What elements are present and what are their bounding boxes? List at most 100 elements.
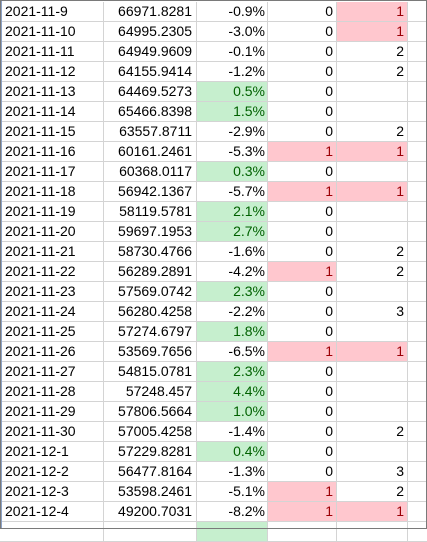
flag-cell[interactable]: 0 xyxy=(268,462,337,482)
percent-change-cell[interactable]: 1.8% xyxy=(197,322,268,342)
flag-cell[interactable]: 0 xyxy=(268,162,337,182)
flag-cell[interactable]: 0 xyxy=(268,202,337,222)
empty-cell[interactable] xyxy=(408,362,427,382)
date-cell[interactable]: 2021-11-28 xyxy=(0,382,104,402)
empty-cell[interactable] xyxy=(408,442,427,462)
date-cell[interactable]: 2021-11-19 xyxy=(0,202,104,222)
value-cell[interactable]: 57229.8281 xyxy=(104,442,197,462)
value-cell[interactable]: 57274.6797 xyxy=(104,322,197,342)
date-cell[interactable]: 2021-11-9 xyxy=(0,2,104,22)
percent-change-cell[interactable]: -5.7% xyxy=(197,182,268,202)
empty-cell[interactable] xyxy=(408,382,427,402)
streak-cell[interactable]: 2 xyxy=(337,122,408,142)
empty-cell[interactable] xyxy=(408,262,427,282)
value-cell[interactable]: 58119.5781 xyxy=(104,202,197,222)
date-cell[interactable]: 2021-11-29 xyxy=(0,402,104,422)
flag-cell[interactable]: 0 xyxy=(268,322,337,342)
streak-cell[interactable] xyxy=(337,202,408,222)
streak-cell[interactable]: 3 xyxy=(337,302,408,322)
percent-change-cell[interactable]: 0.5% xyxy=(197,82,268,102)
streak-cell[interactable]: 1 xyxy=(337,502,408,522)
percent-change-cell[interactable]: 1.0% xyxy=(197,402,268,422)
empty-cell[interactable] xyxy=(408,502,427,522)
value-cell[interactable]: 56942.1367 xyxy=(104,182,197,202)
date-cell[interactable]: 2021-11-10 xyxy=(0,22,104,42)
flag-cell[interactable]: 0 xyxy=(268,382,337,402)
streak-cell[interactable]: 2 xyxy=(337,62,408,82)
date-cell[interactable]: 2021-11-25 xyxy=(0,322,104,342)
flag-cell[interactable]: 1 xyxy=(268,482,337,502)
percent-change-cell[interactable]: 0.3% xyxy=(197,162,268,182)
date-cell[interactable] xyxy=(0,522,104,542)
value-cell[interactable]: 64995.2305 xyxy=(104,22,197,42)
date-cell[interactable]: 2021-11-12 xyxy=(0,62,104,82)
flag-cell[interactable]: 0 xyxy=(268,82,337,102)
value-cell[interactable]: 57569.0742 xyxy=(104,282,197,302)
empty-cell[interactable] xyxy=(408,222,427,242)
streak-cell[interactable] xyxy=(337,442,408,462)
empty-cell[interactable] xyxy=(408,2,427,22)
streak-cell[interactable] xyxy=(337,382,408,402)
value-cell[interactable]: 58730.4766 xyxy=(104,242,197,262)
streak-cell[interactable]: 2 xyxy=(337,482,408,502)
flag-cell[interactable]: 0 xyxy=(268,222,337,242)
percent-change-cell[interactable]: 4.4% xyxy=(197,382,268,402)
flag-cell[interactable]: 0 xyxy=(268,362,337,382)
percent-change-cell[interactable]: 0.4% xyxy=(197,442,268,462)
percent-change-cell[interactable]: 2.1% xyxy=(197,202,268,222)
streak-cell[interactable]: 1 xyxy=(337,142,408,162)
date-cell[interactable]: 2021-11-11 xyxy=(0,42,104,62)
flag-cell[interactable]: 0 xyxy=(268,402,337,422)
empty-cell[interactable] xyxy=(408,22,427,42)
streak-cell[interactable] xyxy=(337,362,408,382)
percent-change-cell[interactable]: -3.0% xyxy=(197,22,268,42)
empty-cell[interactable] xyxy=(408,242,427,262)
percent-change-cell[interactable] xyxy=(197,522,268,542)
date-cell[interactable]: 2021-11-15 xyxy=(0,122,104,142)
percent-change-cell[interactable]: -4.2% xyxy=(197,262,268,282)
value-cell[interactable]: 64949.9609 xyxy=(104,42,197,62)
percent-change-cell[interactable]: 1.5% xyxy=(197,102,268,122)
streak-cell[interactable] xyxy=(337,102,408,122)
percent-change-cell[interactable]: 2.7% xyxy=(197,222,268,242)
percent-change-cell[interactable]: 2.3% xyxy=(197,282,268,302)
percent-change-cell[interactable]: -1.2% xyxy=(197,62,268,82)
percent-change-cell[interactable]: -5.1% xyxy=(197,482,268,502)
empty-cell[interactable] xyxy=(408,482,427,502)
empty-cell[interactable] xyxy=(408,522,427,542)
empty-cell[interactable] xyxy=(408,462,427,482)
percent-change-cell[interactable]: -1.6% xyxy=(197,242,268,262)
empty-cell[interactable] xyxy=(408,42,427,62)
value-cell[interactable]: 65466.8398 xyxy=(104,102,197,122)
date-cell[interactable]: 2021-11-20 xyxy=(0,222,104,242)
value-cell[interactable]: 63557.8711 xyxy=(104,122,197,142)
date-cell[interactable]: 2021-11-13 xyxy=(0,82,104,102)
empty-cell[interactable] xyxy=(408,122,427,142)
value-cell[interactable]: 59697.1953 xyxy=(104,222,197,242)
value-cell[interactable]: 64155.9414 xyxy=(104,62,197,82)
date-cell[interactable]: 2021-12-3 xyxy=(0,482,104,502)
streak-cell[interactable] xyxy=(337,282,408,302)
date-cell[interactable]: 2021-11-27 xyxy=(0,362,104,382)
empty-cell[interactable] xyxy=(408,82,427,102)
streak-cell[interactable]: 2 xyxy=(337,422,408,442)
streak-cell[interactable] xyxy=(337,162,408,182)
value-cell[interactable]: 60161.2461 xyxy=(104,142,197,162)
empty-cell[interactable] xyxy=(408,282,427,302)
percent-change-cell[interactable]: -8.2% xyxy=(197,502,268,522)
flag-cell[interactable]: 0 xyxy=(268,42,337,62)
value-cell[interactable]: 57806.5664 xyxy=(104,402,197,422)
percent-change-cell[interactable]: -2.2% xyxy=(197,302,268,322)
empty-cell[interactable] xyxy=(408,322,427,342)
flag-cell[interactable]: 0 xyxy=(268,302,337,322)
percent-change-cell[interactable]: -0.1% xyxy=(197,42,268,62)
empty-cell[interactable] xyxy=(408,162,427,182)
value-cell[interactable]: 57248.457 xyxy=(104,382,197,402)
flag-cell[interactable]: 0 xyxy=(268,22,337,42)
value-cell[interactable] xyxy=(104,522,197,542)
flag-cell[interactable]: 0 xyxy=(268,422,337,442)
date-cell[interactable]: 2021-11-24 xyxy=(0,302,104,322)
flag-cell[interactable]: 1 xyxy=(268,142,337,162)
percent-change-cell[interactable]: -1.3% xyxy=(197,462,268,482)
date-cell[interactable]: 2021-12-1 xyxy=(0,442,104,462)
